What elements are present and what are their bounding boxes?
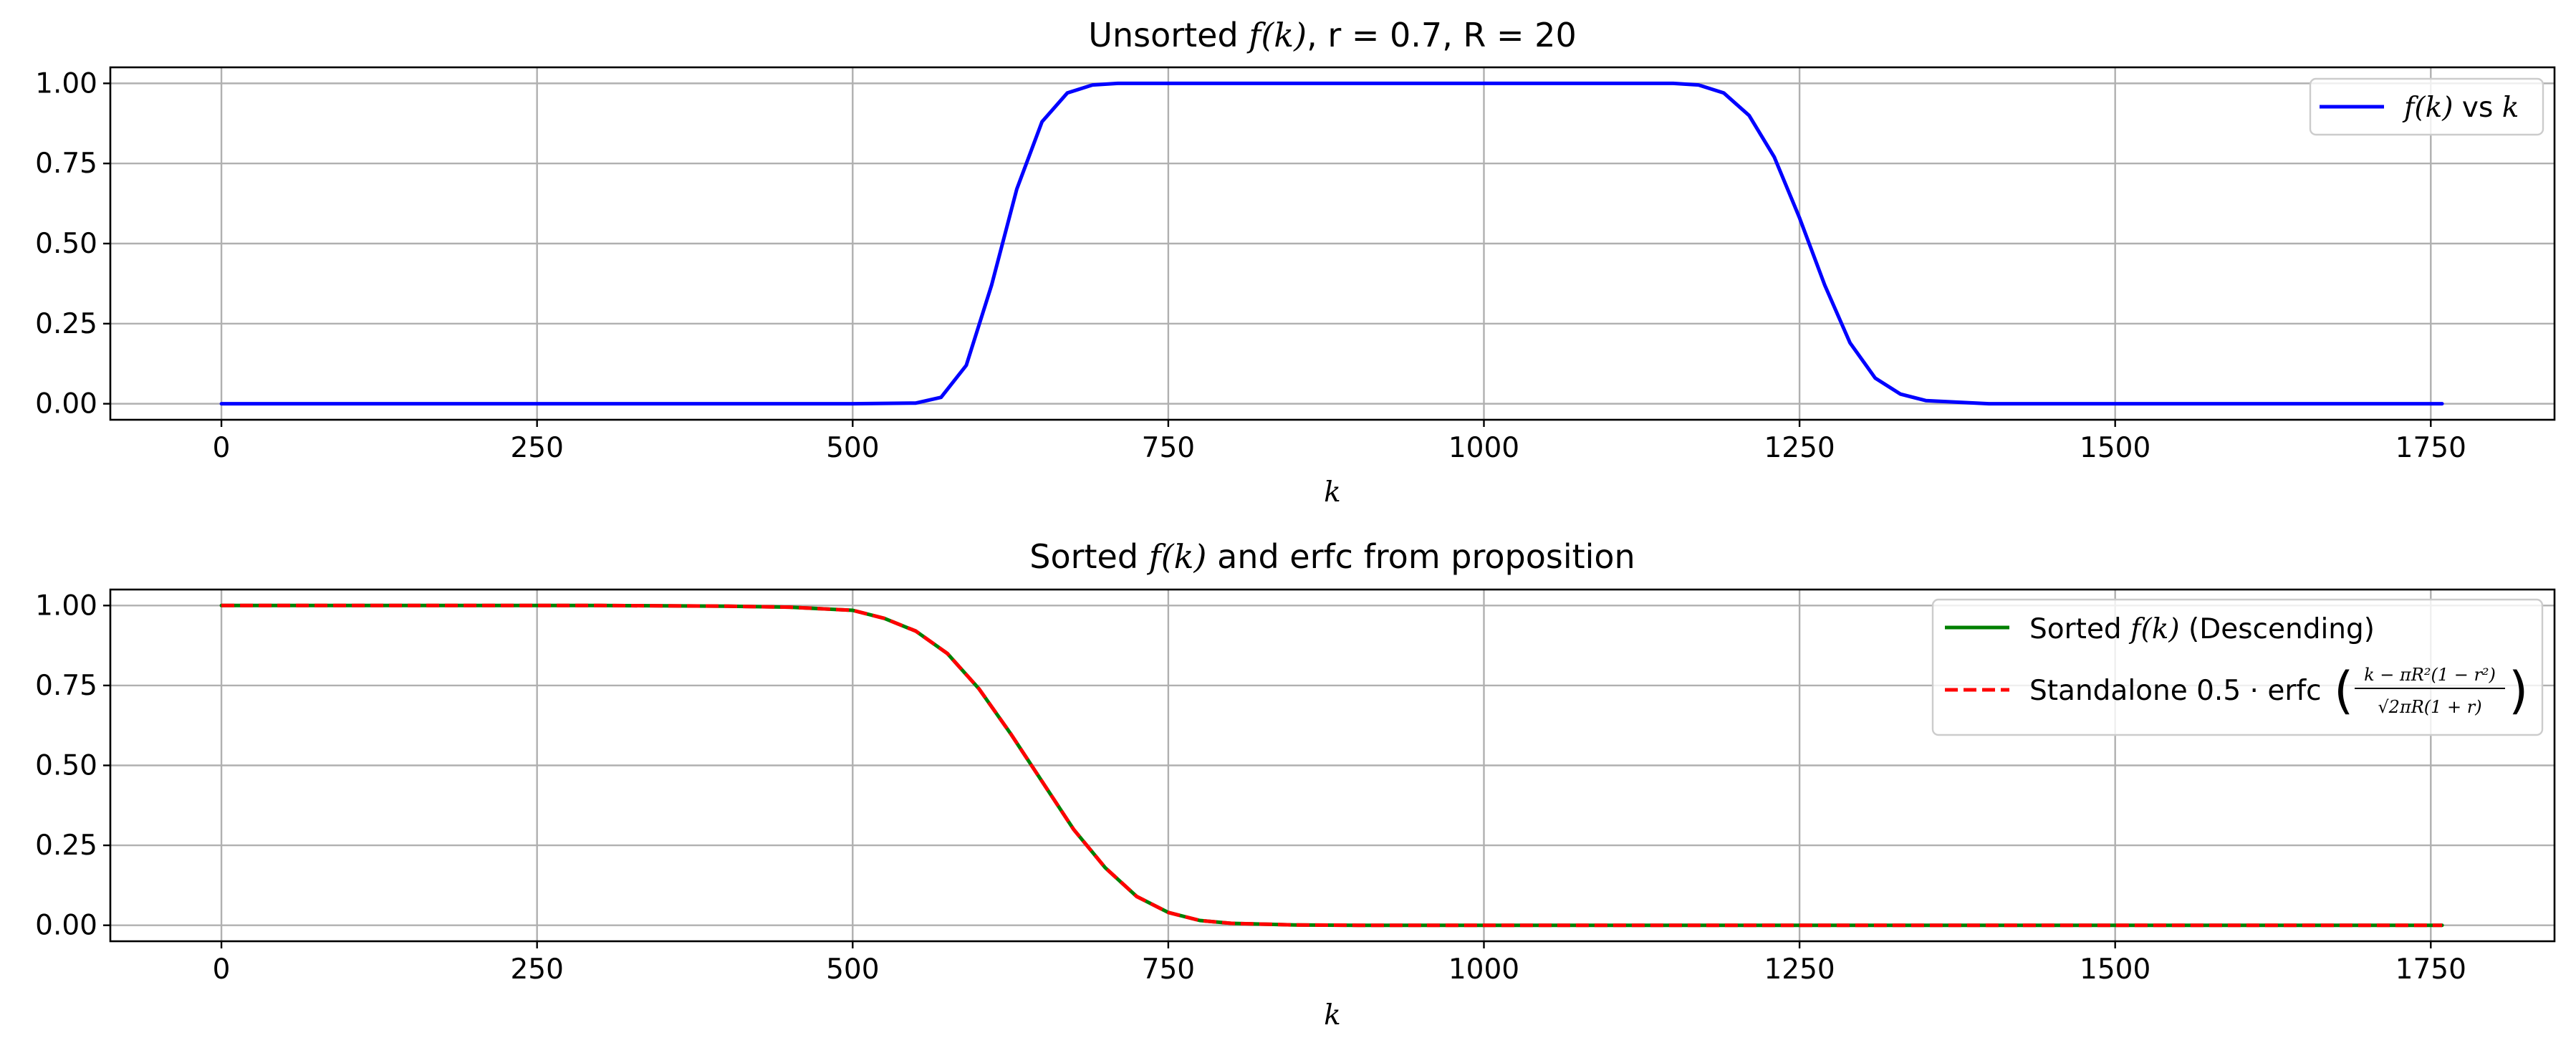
erfc-formula: ( k − πR²(1 − r²) √2πR(1 + r) ) [2334, 661, 2528, 720]
top-legend-label: f(k) vs k [2402, 92, 2519, 124]
top-chart-legend: f(k) vs k [2309, 77, 2544, 136]
x-tick-label: 750 [1142, 953, 1195, 986]
x-tick-label: 250 [510, 432, 563, 464]
bottom-chart-ticks: 0 250 500 750 1000 1250 1500 1750 0.00 0.25 0.50 0.… [35, 590, 2466, 986]
x-tick-label: 750 [1142, 432, 1195, 464]
y-tick-label: 0.50 [35, 750, 97, 782]
y-tick-label: 0.75 [35, 670, 97, 702]
x-tick-label: 1000 [1448, 953, 1519, 986]
top-chart-title: Unsorted f(k), r = 0.7, R = 20 [1088, 16, 1576, 54]
y-tick-label: 0.25 [35, 830, 97, 862]
x-tick-label: 1000 [1448, 432, 1519, 464]
y-tick-label: 0.50 [35, 228, 97, 260]
top-legend-box [2309, 77, 2544, 136]
x-tick-label: 500 [826, 953, 879, 986]
x-tick-label: 1750 [2395, 953, 2466, 986]
bottom-legend-label-erfc: Standalone 0.5 · erfc [2029, 675, 2322, 707]
bottom-chart-title: Sorted f(k) and erfc from proposition [1029, 537, 1635, 576]
x-tick-label: 0 [213, 432, 231, 464]
bottom-chart-panel: Sorted f(k) and erfc from proposition 0 2… [35, 537, 2556, 1032]
bottom-chart-xlabel: k [1324, 999, 1341, 1032]
x-tick-label: 1250 [1764, 432, 1835, 464]
x-tick-label: 0 [213, 953, 231, 986]
bottom-chart-series [219, 603, 2444, 928]
y-tick-label: 1.00 [35, 67, 97, 100]
formula-right-paren: ) [2509, 661, 2528, 720]
y-tick-label: 0.25 [35, 308, 97, 340]
top-chart-xlabel: k [1324, 476, 1341, 509]
bottom-legend-box [1931, 598, 2544, 736]
x-tick-label: 1750 [2395, 432, 2466, 464]
x-tick-label: 1500 [2080, 432, 2150, 464]
x-tick-label: 1500 [2080, 953, 2150, 986]
formula-numerator: k − πR²(1 − r²) [2364, 665, 2496, 685]
bottom-legend-label-sorted: Sorted f(k) (Descending) [2029, 613, 2375, 645]
y-tick-label: 0.75 [35, 148, 97, 180]
top-chart-grid [110, 67, 2555, 420]
x-tick-label: 500 [826, 432, 879, 464]
x-tick-label: 250 [510, 953, 563, 986]
series-line-1 [221, 603, 2443, 928]
series-line-0 [219, 81, 2444, 406]
y-tick-label: 1.00 [35, 590, 97, 622]
y-tick-label: 0.00 [35, 388, 97, 420]
top-chart-ticks: 0 250 500 750 1000 1250 1500 1750 0.00 0.25 0.50 0.… [35, 67, 2466, 464]
formula-left-paren: ( [2334, 661, 2353, 720]
bottom-chart-legend: Sorted f(k) (Descending) Standalone 0.5 … [1931, 598, 2544, 736]
formula-denominator: √2πR(1 + r) [2378, 697, 2481, 717]
x-tick-label: 1250 [1764, 953, 1835, 986]
y-tick-label: 0.00 [35, 910, 97, 942]
top-chart-series [219, 81, 2444, 406]
top-chart-panel: Unsorted f(k), r = 0.7, R = 20 0 250 500 75… [35, 16, 2556, 509]
